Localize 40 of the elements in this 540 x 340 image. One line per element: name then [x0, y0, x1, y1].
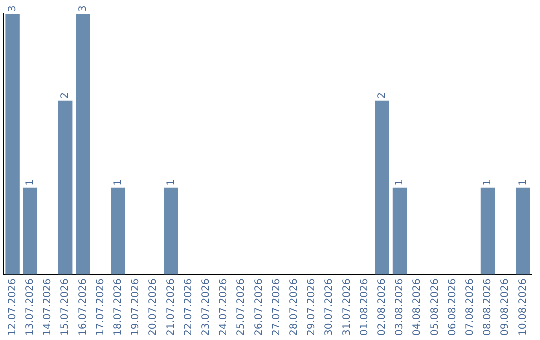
x-tick-label: 02.08.2026 [376, 278, 388, 336]
x-tick-label: 21.07.2026 [166, 278, 177, 336]
x-tick-label: 10.08.2026 [518, 278, 529, 336]
x-tick-label: 17.07.2026 [95, 278, 106, 336]
x-tick-label: 22.07.2026 [183, 278, 194, 336]
data-label: 3 [78, 6, 89, 12]
x-tick-label: 08.08.2026 [482, 278, 494, 336]
x-tick-label: 31.07.2026 [342, 278, 353, 336]
x-tick-label: 14.07.2026 [42, 278, 54, 336]
x-tick-label: 24.07.2026 [218, 278, 230, 336]
x-tick-label: 27.07.2026 [271, 278, 282, 336]
data-label: 2 [376, 92, 388, 99]
data-label: 1 [166, 179, 177, 186]
data-label: 1 [482, 179, 494, 186]
x-tick-label: 07.08.2026 [464, 278, 476, 336]
x-tick-label: 06.08.2026 [447, 278, 458, 336]
x-tick-label: 16.07.2026 [78, 278, 89, 336]
x-tick-label: 09.08.2026 [500, 278, 512, 336]
x-tick-label: 04.08.2026 [412, 278, 424, 336]
x-tick-label: 03.08.2026 [394, 278, 406, 336]
x-tick-label: 20.07.2026 [148, 278, 160, 336]
x-tick-label: 19.07.2026 [130, 278, 142, 336]
x-tick-label: 23.07.2026 [200, 278, 212, 336]
data-label: 1 [518, 179, 529, 186]
x-tick-label: 25.07.2026 [236, 278, 248, 336]
x-tick-label: 26.07.2026 [254, 278, 265, 336]
data-label: 3 [7, 6, 18, 12]
x-tick-label: 30.07.2026 [324, 278, 336, 336]
x-tick-label: 05.08.2026 [430, 278, 441, 336]
x-tick-label: 29.07.2026 [306, 278, 318, 336]
x-tick-label: 01.08.2026 [359, 278, 370, 336]
x-tick-label: 28.07.2026 [288, 278, 300, 336]
data-label: 1 [112, 179, 124, 186]
data-label: 1 [24, 179, 36, 186]
x-tick-label: 15.07.2026 [60, 278, 72, 336]
data-label: 2 [60, 92, 72, 99]
x-tick-label: 13.07.2026 [24, 278, 36, 336]
data-label: 1 [394, 179, 406, 186]
x-tick-label: 12.07.2026 [7, 278, 18, 336]
x-tick-label: 18.07.2026 [112, 278, 124, 336]
